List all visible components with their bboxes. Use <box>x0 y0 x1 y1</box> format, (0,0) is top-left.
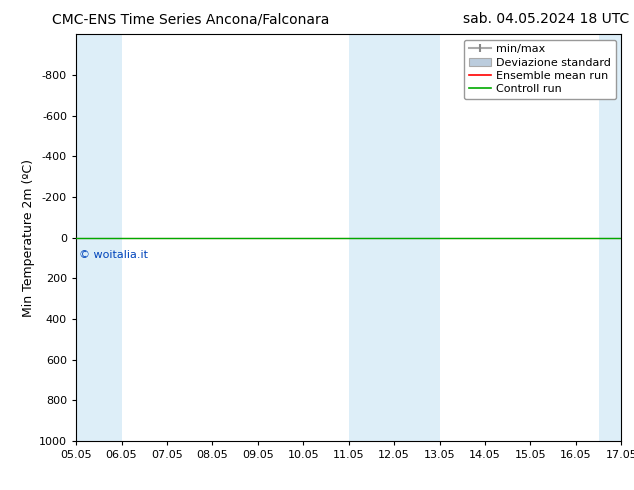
Legend: min/max, Deviazione standard, Ensemble mean run, Controll run: min/max, Deviazione standard, Ensemble m… <box>464 40 616 99</box>
Bar <box>598 34 621 441</box>
Bar <box>76 34 122 441</box>
Bar <box>349 34 439 441</box>
Text: © woitalia.it: © woitalia.it <box>79 250 148 260</box>
Y-axis label: Min Temperature 2m (ºC): Min Temperature 2m (ºC) <box>22 159 35 317</box>
Text: CMC-ENS Time Series Ancona/Falconara: CMC-ENS Time Series Ancona/Falconara <box>51 12 329 26</box>
Text: sab. 04.05.2024 18 UTC: sab. 04.05.2024 18 UTC <box>463 12 629 26</box>
